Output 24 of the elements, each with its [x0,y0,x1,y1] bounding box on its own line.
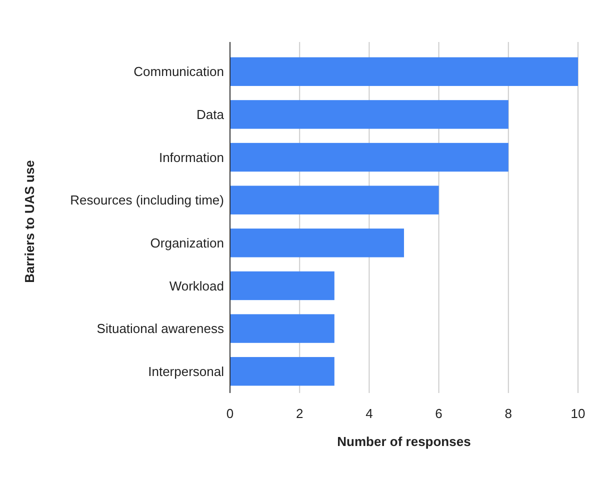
x-tick-label: 4 [366,406,373,421]
x-tick-label: 2 [296,406,304,421]
x-tick-label: 6 [435,406,442,421]
y-axis-title: Barriers to UAS use [22,160,37,283]
bar [230,271,334,300]
bar [230,100,508,129]
x-tick-label: 10 [570,406,586,421]
y-tick-label: Resources (including time) [70,192,224,208]
x-axis-title: Number of responses [337,434,471,449]
y-tick-label: Data [196,106,225,122]
bar [230,142,508,172]
bar [230,314,334,343]
bar [230,357,334,386]
bar [230,57,578,86]
y-tick-label: Workload [169,278,224,294]
y-tick-label: Organization [150,235,224,250]
bar [230,228,404,258]
y-tick-label: Communication [134,64,224,80]
y-tick-label: Situational awareness [96,321,224,336]
x-tick-label: 0 [226,406,234,421]
bar [230,186,439,214]
y-tick-label: Interpersonal [148,364,224,379]
y-tick-label: Information [158,150,224,165]
x-tick-label: 8 [504,406,512,421]
